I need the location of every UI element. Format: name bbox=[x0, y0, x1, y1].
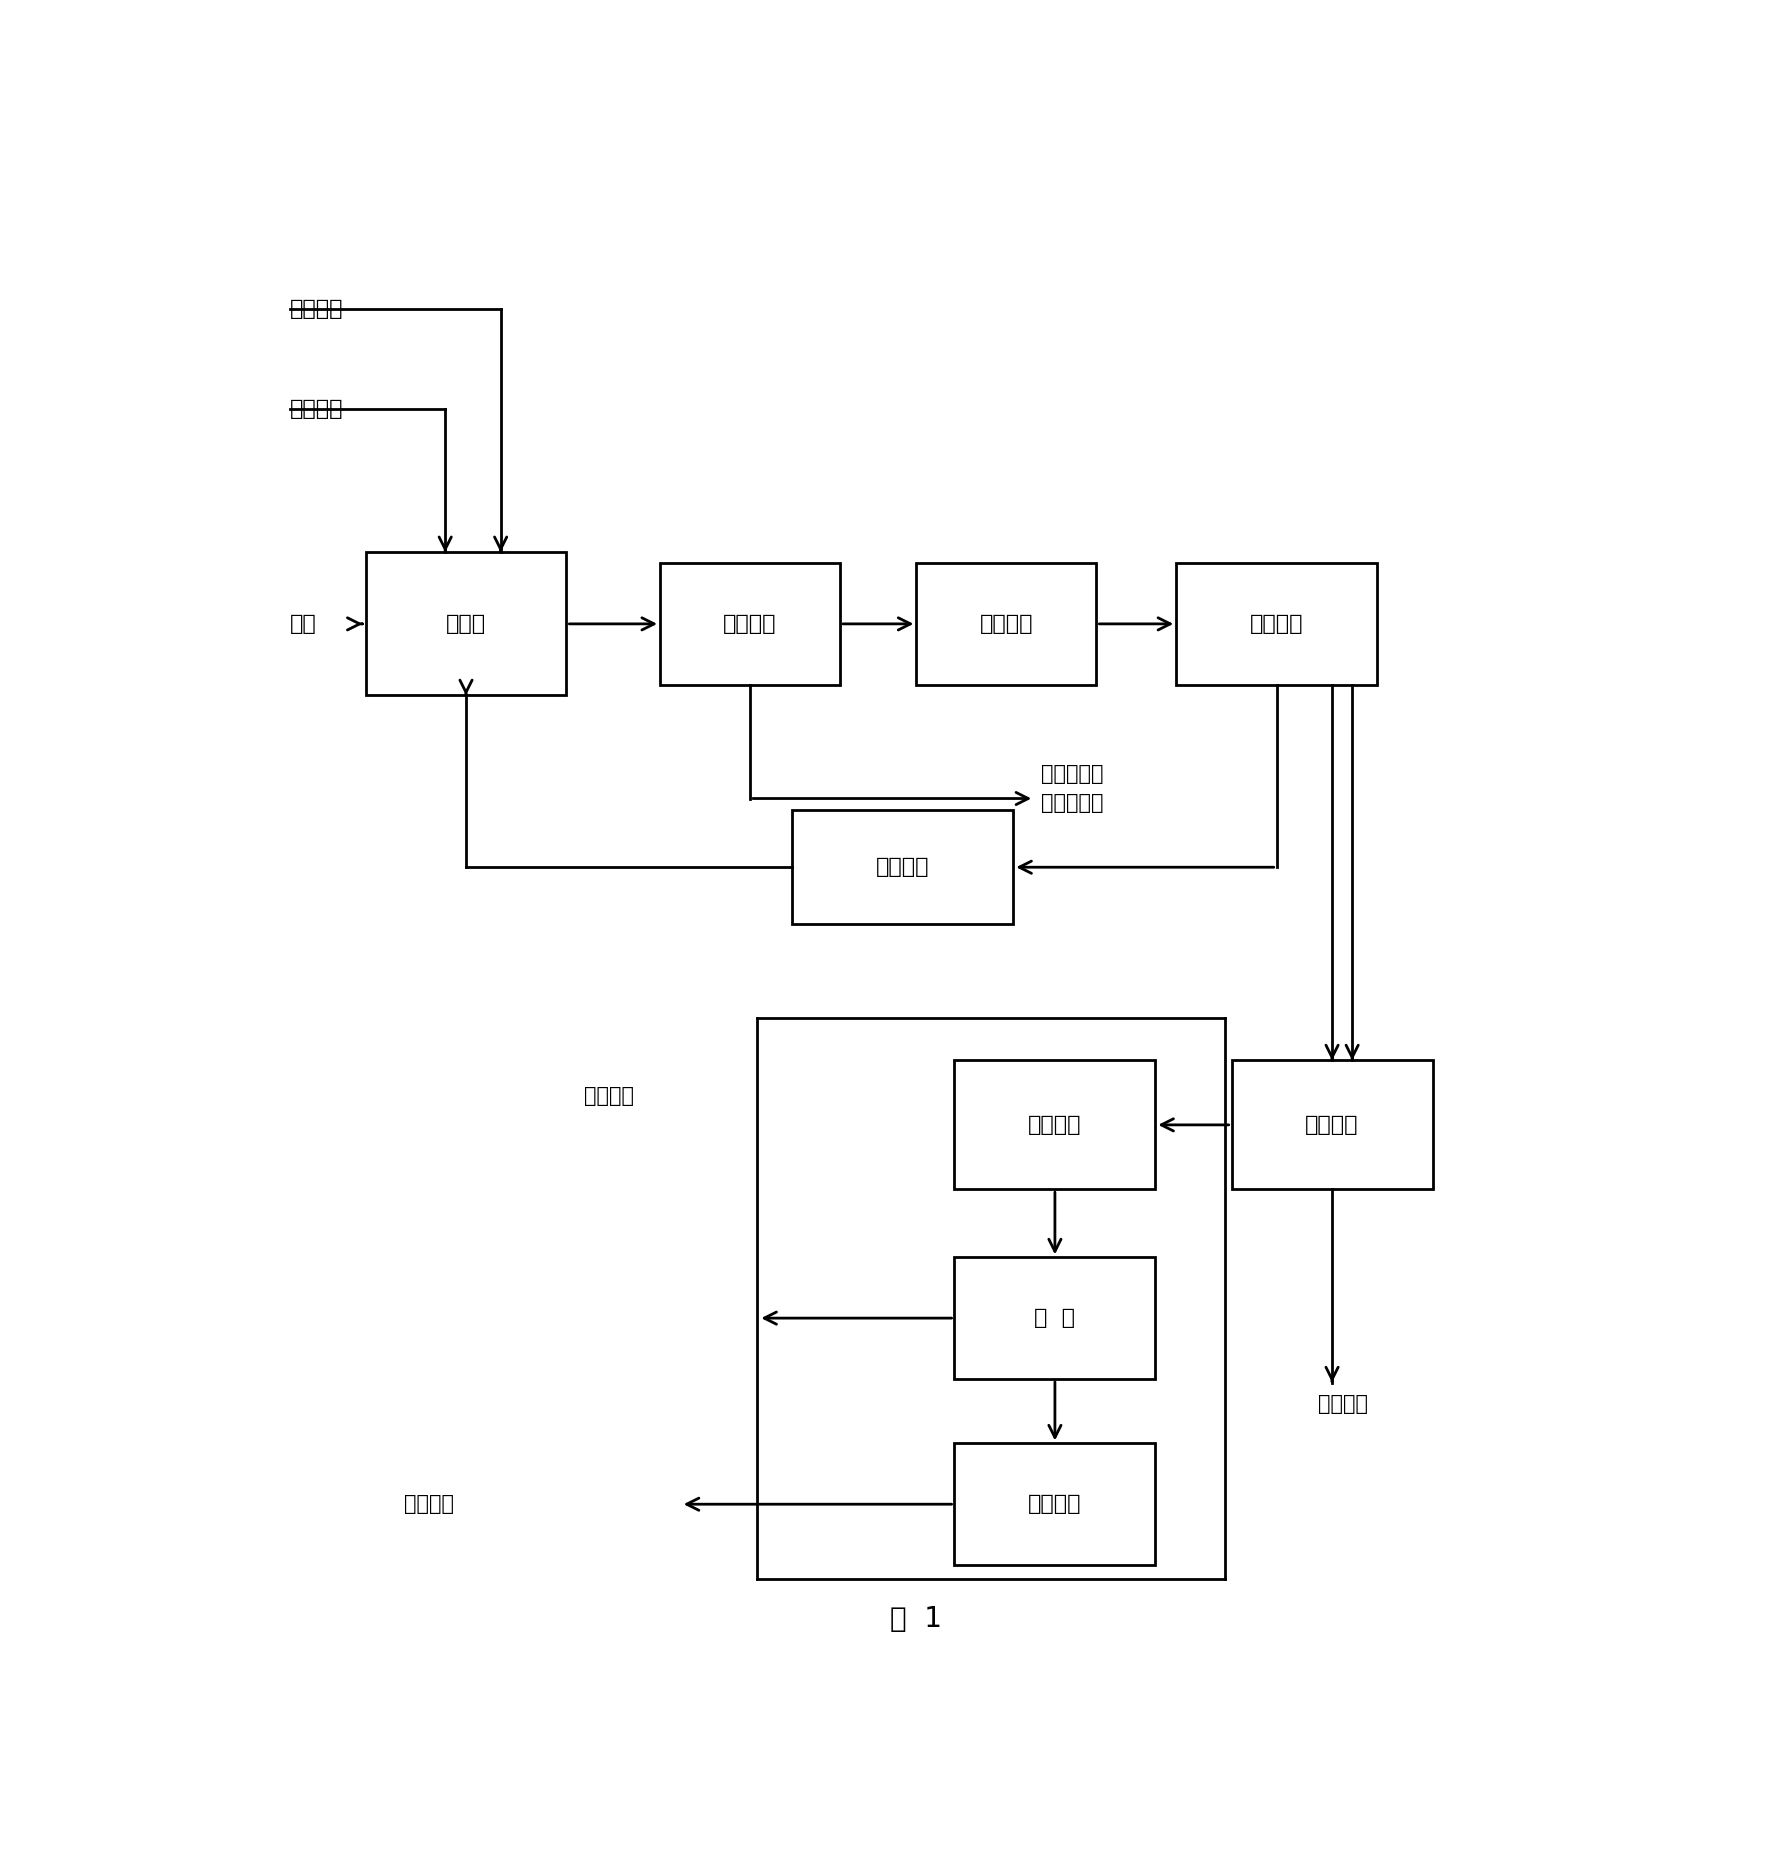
Bar bbox=[1232, 1060, 1432, 1190]
Text: 液氨回收: 液氨回收 bbox=[1318, 1394, 1368, 1415]
Text: 冷却结晶: 冷却结晶 bbox=[980, 613, 1033, 634]
Text: 二次中和: 二次中和 bbox=[1305, 1115, 1359, 1134]
Text: 过滤分离: 过滤分离 bbox=[724, 613, 776, 634]
Text: 母液浓缩: 母液浓缩 bbox=[876, 857, 930, 877]
Text: 过滤分离: 过滤分离 bbox=[1250, 613, 1303, 634]
Text: 焦磷酸钠: 焦磷酸钠 bbox=[404, 1495, 454, 1515]
Text: 氢氧化钠: 氢氧化钠 bbox=[290, 400, 343, 418]
Text: 干燥聚合: 干燥聚合 bbox=[1028, 1495, 1082, 1515]
Bar bbox=[660, 563, 840, 684]
Bar bbox=[955, 1257, 1155, 1379]
Text: 滤渣用于制
造复合肥料: 滤渣用于制 造复合肥料 bbox=[1041, 764, 1103, 812]
Text: 过  滤: 过 滤 bbox=[1035, 1309, 1075, 1327]
Text: 湿法磷酸: 湿法磷酸 bbox=[290, 299, 343, 320]
Text: 中和槽: 中和槽 bbox=[445, 613, 486, 634]
Bar bbox=[365, 552, 567, 695]
Text: 液氨: 液氨 bbox=[290, 613, 316, 634]
Bar bbox=[955, 1443, 1155, 1565]
Bar bbox=[792, 811, 1014, 924]
Text: 图  1: 图 1 bbox=[890, 1604, 942, 1632]
Bar bbox=[955, 1060, 1155, 1190]
Bar bbox=[915, 563, 1096, 684]
Bar bbox=[1177, 563, 1377, 684]
Text: 冷却结晶: 冷却结晶 bbox=[1028, 1115, 1082, 1134]
Text: 母液循环: 母液循环 bbox=[583, 1086, 633, 1106]
